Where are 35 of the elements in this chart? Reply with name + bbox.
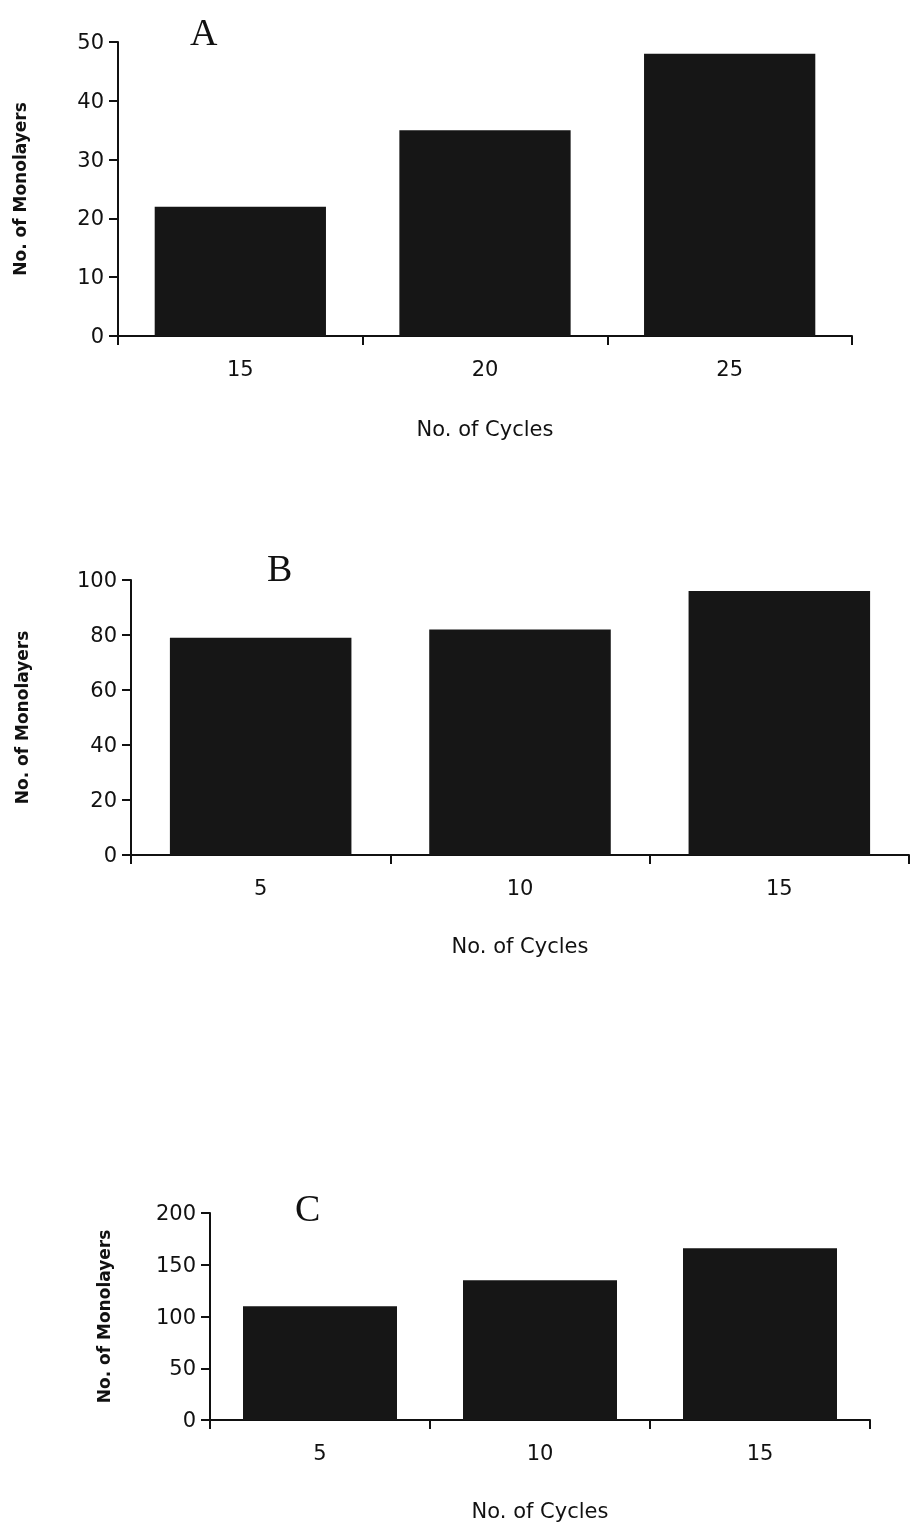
- y-tick-label: 40: [77, 88, 104, 113]
- x-tick-label: 15: [746, 1440, 774, 1465]
- y-tick-label: 60: [90, 678, 117, 702]
- y-tick-label: 30: [77, 147, 104, 172]
- y-tick-label: 100: [76, 568, 117, 592]
- x-tick-label: 25: [716, 356, 744, 381]
- y-tick-label: 0: [182, 1408, 196, 1432]
- x-axis-title: No. of Cycles: [416, 416, 554, 441]
- x-tick-label: 10: [506, 875, 534, 900]
- y-tick-label: 150: [155, 1252, 196, 1277]
- y-tick-label: 50: [169, 1356, 196, 1381]
- y-axis-title: No. of Monolayers: [11, 630, 32, 805]
- x-axis-title: No. of Cycles: [451, 933, 589, 958]
- y-axis-title: No. of Monolayers: [93, 1229, 114, 1404]
- y-tick-label: 80: [90, 623, 117, 647]
- y-tick-label: 0: [90, 324, 104, 348]
- y-tick-label: 20: [90, 788, 117, 812]
- x-axis-title: No. of Cycles: [471, 1498, 609, 1523]
- x-tick-label: 15: [226, 356, 254, 381]
- x-tick-label: 15: [765, 875, 793, 900]
- y-tick-label: 200: [155, 1201, 196, 1225]
- y-axis-title: No. of Monolayers: [9, 102, 30, 276]
- y-tick-label: 10: [77, 265, 104, 290]
- chart-title: C: [295, 1187, 321, 1229]
- chart-title: B: [267, 547, 293, 589]
- x-tick-label: 5: [313, 1440, 327, 1465]
- y-tick-label: 100: [155, 1304, 196, 1329]
- y-tick-label: 0: [103, 843, 117, 867]
- y-tick-label: 20: [77, 206, 104, 231]
- x-tick-label: 5: [253, 875, 268, 900]
- y-tick-label: 40: [90, 733, 117, 757]
- y-tick-label: 50: [77, 30, 104, 54]
- chart-title: A: [190, 11, 218, 53]
- x-tick-label: 20: [471, 356, 499, 381]
- x-tick-label: 10: [526, 1440, 554, 1465]
